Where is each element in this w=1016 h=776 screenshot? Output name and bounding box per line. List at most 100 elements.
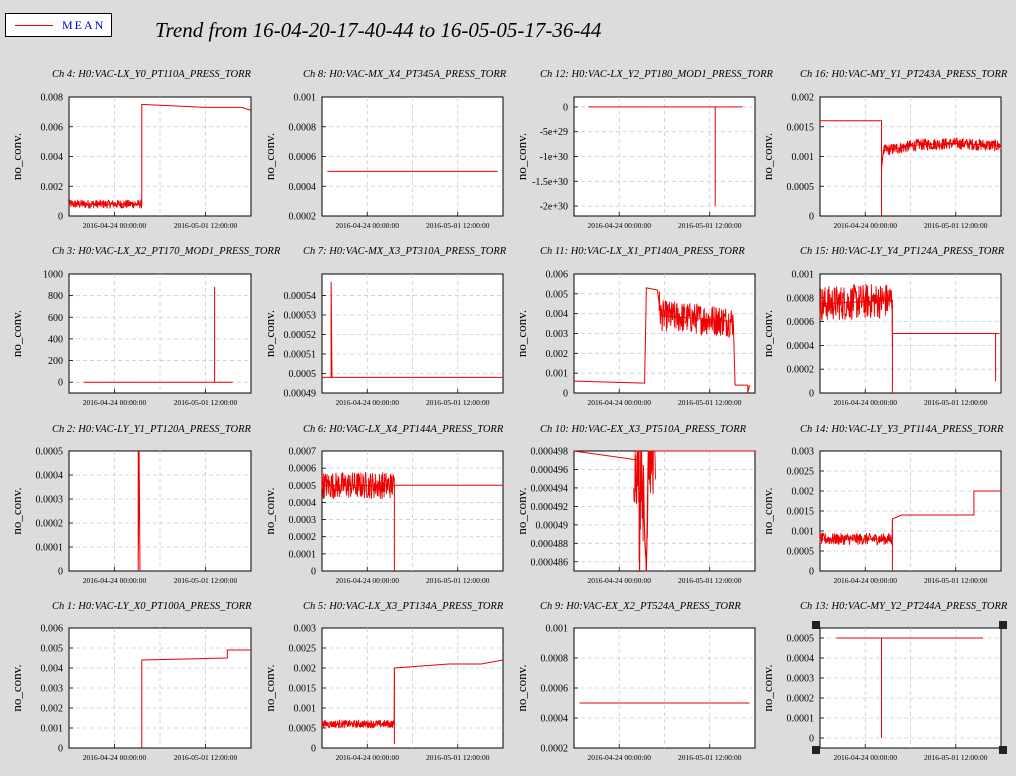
y-axis-label: no_conv.: [9, 133, 24, 180]
chart-panel-1: Ch 4: H0:VAC-LX_Y0_PT110A_PRESS_TORR 0 0.0…: [9, 69, 252, 230]
y-tick-label: 0.000492: [531, 502, 569, 513]
y-tick-label: 0.000496: [531, 465, 569, 476]
y-tick-label: 0.000494: [531, 483, 569, 494]
x-tick-label: 2016-05-01 12:00:00: [174, 221, 238, 230]
series-line: [322, 484, 503, 571]
y-tick-label: 0.005: [41, 644, 64, 655]
y-tick-label: 0.006: [41, 624, 64, 635]
x-tick-label: 2016-05-01 12:00:00: [426, 221, 490, 230]
y-tick-label: 0.006: [546, 270, 569, 281]
y-axis-label: no_conv.: [262, 664, 277, 711]
y-axis-label: no_conv.: [262, 487, 277, 534]
chart-title: Ch 10: H0:VAC-EX_X3_PT510A_PRESS_TORR: [540, 424, 747, 435]
y-axis-label: no_conv.: [760, 487, 775, 534]
chart-title: Ch 14: H0:VAC-LY_Y3_PT114A_PRESS_TORR: [800, 424, 1004, 435]
y-tick-label: 0.0002: [787, 365, 815, 376]
series-line: [820, 490, 1001, 571]
y-tick-label: 0.0004: [289, 498, 317, 509]
y-tick-label: 0.0004: [787, 654, 815, 665]
chart-panel-9: Ch 2: H0:VAC-LY_Y1_PT120A_PRESS_TORR 0 0.0…: [9, 424, 252, 585]
y-tick-label: 0.001: [294, 93, 317, 104]
y-tick-label: 0.00051: [284, 349, 317, 360]
y-tick-label: 0.0004: [787, 341, 815, 352]
y-tick-label: 0.0004: [289, 182, 317, 193]
chart-title: Ch 5: H0:VAC-LX_X3_PT134A_PRESS_TORR: [303, 601, 504, 612]
selection-handle: [812, 621, 820, 629]
x-tick-label: 2016-05-01 12:00:00: [924, 398, 988, 407]
x-tick-label: 2016-05-01 12:00:00: [924, 576, 988, 585]
series-line: [322, 281, 503, 378]
selection-handle: [999, 621, 1007, 629]
y-tick-label: 0: [311, 744, 316, 755]
y-axis-label: no_conv.: [760, 310, 775, 357]
chart-panel-4: Ch 16: H0:VAC-MY_Y1_PT243A_PRESS_TORR 0 0.…: [760, 69, 1008, 230]
y-tick-label: 0: [563, 102, 568, 113]
y-axis-label: no_conv.: [514, 664, 529, 711]
y-tick-label: 0.0003: [787, 674, 815, 685]
chart-panel-3: Ch 12: H0:VAC-LX_Y2_PT180_MOD1_PRESS_TOR…: [514, 69, 774, 230]
y-tick-label: 400: [48, 334, 63, 345]
chart-title: Ch 13: H0:VAC-MY_Y2_PT244A_PRESS_TORR: [800, 601, 1008, 612]
chart-title: Ch 15: H0:VAC-LY_Y4_PT124A_PRESS_TORR: [800, 246, 1005, 257]
y-tick-label: 0.000486: [531, 557, 569, 568]
x-tick-label: 2016-04-24 00:00:00: [833, 398, 897, 407]
chart-panel-16: Ch 13: H0:VAC-MY_Y2_PT244A_PRESS_TORR 0 0.…: [760, 601, 1008, 762]
y-tick-label: 0.0008: [541, 654, 569, 665]
y-tick-label: 0: [809, 734, 814, 745]
series-line: [573, 450, 755, 572]
page-title: Trend from 16-04-20-17-40-44 to 16-05-05…: [155, 18, 602, 42]
y-tick-label: 0.002: [294, 664, 317, 675]
y-tick-label: 0.0008: [289, 122, 317, 133]
y-axis-label: no_conv.: [9, 487, 24, 534]
series-line: [820, 120, 1002, 216]
x-tick-label: 2016-04-24 00:00:00: [83, 576, 147, 585]
chart-title: Ch 2: H0:VAC-LY_Y1_PT120A_PRESS_TORR: [52, 424, 251, 435]
y-tick-label: 0: [563, 389, 568, 400]
y-tick-label: 0.0001: [787, 714, 815, 725]
y-axis-label: no_conv.: [514, 310, 529, 357]
chart-panel-2: Ch 8: H0:VAC-MX_X4_PT345A_PRESS_TORR 0.00…: [262, 69, 507, 230]
y-tick-label: 0.008: [41, 93, 64, 104]
x-tick-label: 2016-05-01 12:00:00: [174, 398, 238, 407]
y-tick-label: 0.0005: [787, 547, 815, 558]
y-tick-label: 0.0004: [541, 714, 569, 725]
x-tick-label: 2016-05-01 12:00:00: [174, 753, 238, 762]
x-tick-label: 2016-04-24 00:00:00: [335, 753, 399, 762]
y-tick-label: 0.0025: [787, 467, 815, 478]
y-tick-label: 0: [809, 389, 814, 400]
y-tick-label: 0.00054: [284, 291, 317, 302]
y-tick-label: 0: [58, 212, 63, 223]
series-line: [588, 106, 743, 207]
y-tick-label: 0.00053: [284, 310, 317, 321]
y-tick-label: -1e+30: [540, 152, 568, 163]
y-tick-label: 0.0005: [36, 447, 64, 458]
x-tick-label: 2016-05-01 12:00:00: [174, 576, 238, 585]
chart-panel-15: Ch 9: H0:VAC-EX_X2_PT524A_PRESS_TORR 0.00…: [514, 601, 756, 762]
y-tick-label: 0.00052: [284, 330, 317, 341]
legend-swatch: [15, 25, 53, 26]
x-tick-label: 2016-04-24 00:00:00: [587, 576, 651, 585]
y-tick-label: 0.001: [294, 704, 317, 715]
series-line: [322, 659, 504, 744]
y-tick-label: 0.0002: [36, 519, 64, 530]
chart-title: Ch 3: H0:VAC-LX_X2_PT170_MOD1_PRESS_TORR: [52, 246, 281, 257]
y-tick-label: 0.0002: [787, 694, 815, 705]
chart-title: Ch 1: H0:VAC-LY_X0_PT100A_PRESS_TORR: [52, 601, 252, 612]
x-tick-label: 2016-05-01 12:00:00: [924, 753, 988, 762]
y-tick-label: 0.001: [792, 527, 815, 538]
y-tick-label: 0.0004: [36, 471, 64, 482]
chart-title: Ch 7: H0:VAC-MX_X3_PT310A_PRESS_TORR: [303, 246, 507, 257]
y-tick-label: 0.004: [546, 309, 569, 320]
y-tick-label: 0.0025: [289, 644, 317, 655]
series-line: [69, 103, 252, 205]
y-tick-label: 0: [58, 567, 63, 578]
x-tick-label: 2016-04-24 00:00:00: [335, 576, 399, 585]
y-tick-label: 0: [58, 378, 63, 389]
x-tick-label: 2016-05-01 12:00:00: [678, 398, 742, 407]
x-tick-label: 2016-05-01 12:00:00: [426, 753, 490, 762]
y-tick-label: 0.002: [792, 487, 815, 498]
chart-panel-7: Ch 11: H0:VAC-LX_X1_PT140A_PRESS_TORR 0 0.…: [514, 246, 756, 407]
y-tick-label: 800: [48, 291, 63, 302]
y-axis-label: no_conv.: [262, 310, 277, 357]
x-tick-label: 2016-05-01 12:00:00: [678, 576, 742, 585]
